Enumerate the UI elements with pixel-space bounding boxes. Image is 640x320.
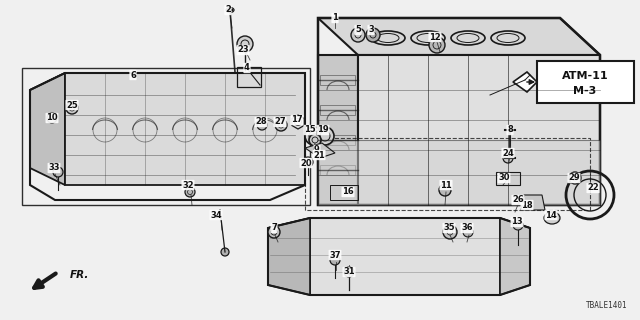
Polygon shape [305, 143, 335, 158]
Text: ATM-11: ATM-11 [562, 71, 608, 81]
Circle shape [66, 102, 78, 114]
Circle shape [351, 28, 365, 42]
Text: 11: 11 [440, 180, 452, 189]
Circle shape [268, 226, 280, 238]
Circle shape [257, 120, 267, 130]
Polygon shape [268, 218, 530, 228]
Text: 1: 1 [332, 13, 338, 22]
Polygon shape [30, 73, 65, 185]
Circle shape [443, 225, 457, 239]
Text: 3: 3 [368, 26, 374, 35]
Circle shape [53, 167, 63, 177]
FancyBboxPatch shape [537, 61, 634, 103]
Circle shape [185, 187, 195, 197]
Circle shape [316, 127, 334, 145]
Polygon shape [513, 72, 537, 92]
Circle shape [309, 134, 321, 146]
Circle shape [330, 255, 340, 265]
Text: 13: 13 [511, 218, 523, 227]
Circle shape [503, 153, 513, 163]
Text: 4: 4 [244, 63, 250, 73]
Polygon shape [268, 218, 310, 295]
Text: 36: 36 [461, 223, 473, 233]
Text: 9: 9 [314, 146, 320, 155]
Ellipse shape [544, 212, 560, 224]
Text: 7: 7 [271, 223, 277, 233]
Text: 37: 37 [329, 251, 340, 260]
Text: 29: 29 [568, 173, 580, 182]
Text: 35: 35 [443, 223, 455, 233]
Polygon shape [30, 73, 305, 90]
Circle shape [221, 248, 229, 256]
Circle shape [237, 36, 253, 52]
Text: 20: 20 [300, 158, 312, 167]
Circle shape [303, 157, 313, 167]
Text: 21: 21 [313, 150, 325, 159]
Text: 16: 16 [342, 188, 354, 196]
Text: 12: 12 [429, 33, 441, 42]
Text: 34: 34 [210, 211, 222, 220]
Text: 27: 27 [274, 117, 286, 126]
Text: 8: 8 [507, 125, 513, 134]
Circle shape [513, 220, 523, 230]
Text: 14: 14 [545, 211, 557, 220]
Text: 24: 24 [502, 148, 514, 157]
Text: 5: 5 [355, 26, 361, 35]
Circle shape [439, 184, 451, 196]
Text: M-3: M-3 [573, 86, 596, 96]
Text: 10: 10 [46, 114, 58, 123]
Circle shape [344, 267, 354, 277]
Circle shape [463, 227, 473, 237]
Circle shape [305, 127, 323, 145]
Text: 19: 19 [317, 125, 329, 134]
Polygon shape [318, 18, 600, 55]
Text: 28: 28 [255, 117, 267, 126]
Polygon shape [500, 218, 530, 295]
Text: 25: 25 [66, 100, 78, 109]
Polygon shape [65, 73, 305, 185]
Polygon shape [358, 55, 600, 205]
Circle shape [569, 172, 581, 184]
Text: 22: 22 [587, 183, 599, 193]
Text: 33: 33 [48, 164, 60, 172]
Text: 30: 30 [499, 173, 509, 182]
Circle shape [275, 119, 287, 131]
Text: 23: 23 [237, 45, 249, 54]
Text: 15: 15 [304, 125, 316, 134]
Text: 31: 31 [343, 268, 355, 276]
Polygon shape [521, 195, 545, 210]
Text: 32: 32 [182, 180, 194, 189]
Text: FR.: FR. [70, 270, 90, 280]
Text: TBALE1401: TBALE1401 [586, 301, 628, 310]
Polygon shape [496, 172, 520, 185]
Polygon shape [318, 55, 358, 205]
Text: 2: 2 [225, 5, 231, 14]
Polygon shape [318, 140, 600, 205]
Circle shape [47, 113, 57, 123]
Text: 17: 17 [291, 116, 303, 124]
Polygon shape [310, 218, 500, 295]
Text: 18: 18 [521, 201, 533, 210]
Bar [330, 185, 358, 200]
Text: 26: 26 [512, 196, 524, 204]
Circle shape [429, 37, 445, 53]
Circle shape [366, 28, 380, 42]
Text: 6: 6 [130, 70, 136, 79]
